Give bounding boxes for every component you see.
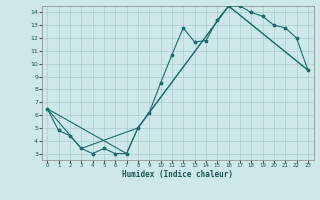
X-axis label: Humidex (Indice chaleur): Humidex (Indice chaleur) [122, 170, 233, 179]
